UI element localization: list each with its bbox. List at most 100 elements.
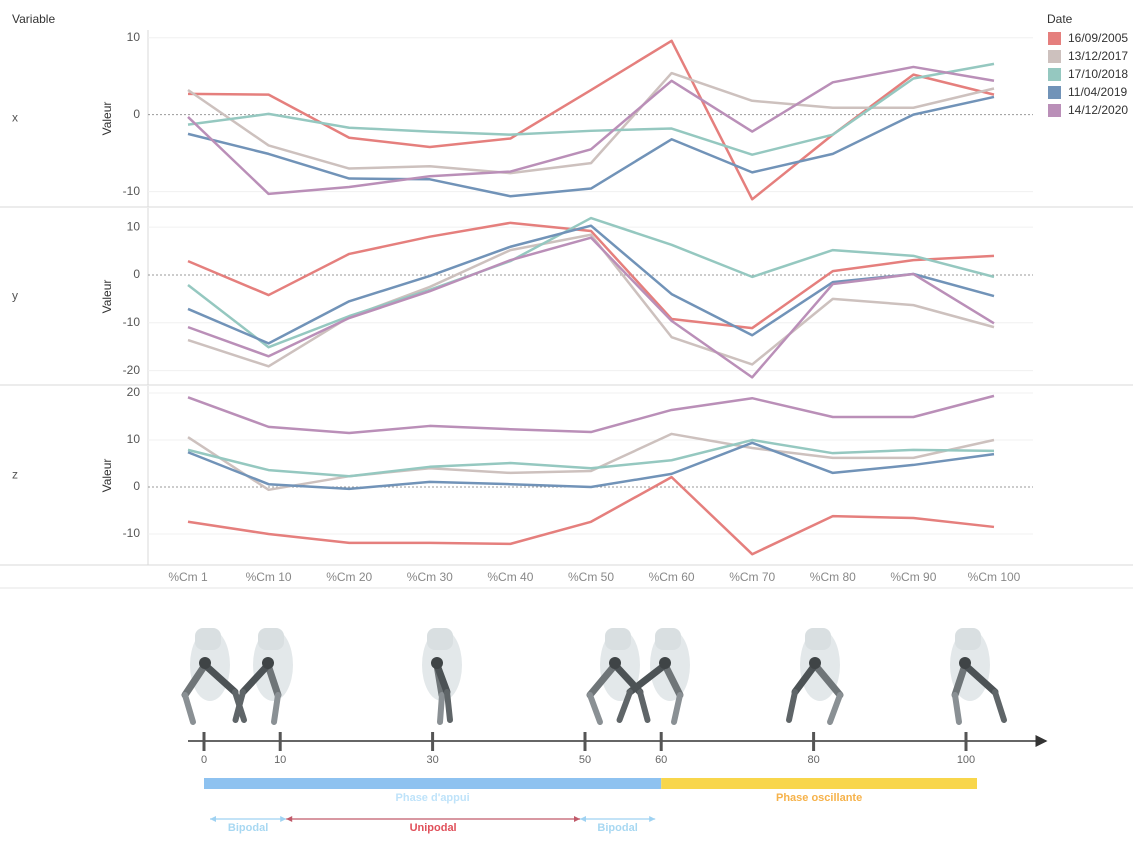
legend-swatch: [1048, 104, 1061, 117]
figure-head: [955, 628, 981, 650]
phase-label: Phase d'appui: [396, 792, 470, 804]
figure-hip: [199, 657, 211, 669]
y-tick-label: -10: [123, 315, 141, 329]
series-line: [187, 221, 995, 330]
legend-swatch: [1048, 86, 1061, 99]
series-line: [187, 95, 995, 198]
support-label: Bipodal: [597, 822, 637, 834]
x-tick-label: %Cm 70: [729, 570, 775, 584]
figure-thigh: [201, 661, 239, 696]
figure-thigh: [181, 661, 209, 699]
series-line: [187, 65, 995, 196]
x-tick-label: %Cm 80: [810, 570, 856, 584]
figure-thigh: [961, 661, 999, 696]
timeline-label: 100: [957, 754, 975, 766]
x-tick-label: %Cm 100: [968, 570, 1021, 584]
figure-head: [258, 628, 284, 650]
figure-shin: [671, 692, 683, 725]
series-line: [187, 394, 995, 435]
y-tick-label: 0: [133, 479, 140, 493]
figure-shin: [786, 689, 798, 723]
figure-thigh: [239, 661, 272, 696]
y-tick-label: -10: [123, 526, 141, 540]
figure-shin: [437, 692, 445, 725]
figure-hip: [959, 657, 971, 669]
series-line: [187, 62, 995, 156]
series-line: [187, 441, 995, 491]
figure-shin: [271, 692, 281, 725]
figure-shin: [232, 689, 246, 723]
x-tick-label: %Cm 50: [568, 570, 614, 584]
timeline-label: 10: [274, 754, 286, 766]
series-line: [187, 432, 995, 492]
legend-title: Date: [1047, 12, 1073, 26]
x-tick-label: %Cm 40: [487, 570, 533, 584]
phase-label: Phase oscillante: [776, 792, 862, 804]
figure-shin: [637, 689, 651, 723]
figure-thigh: [951, 661, 969, 699]
figure-shin: [444, 689, 453, 723]
y-axis-label: Valeur: [100, 102, 114, 136]
panel-label: z: [12, 468, 18, 482]
figure-thigh: [626, 661, 669, 696]
figure-shin: [952, 692, 962, 725]
header: Variable: [12, 12, 55, 26]
figure-shin: [992, 689, 1007, 723]
x-tick-label: %Cm 20: [326, 570, 372, 584]
y-tick-label: 0: [133, 267, 140, 281]
x-tick-label: %Cm 90: [890, 570, 936, 584]
figure-head: [427, 628, 453, 650]
x-tick-label: %Cm 60: [649, 570, 695, 584]
phase-bar: [204, 778, 662, 789]
figure-hip: [659, 657, 671, 669]
y-axis-label: Valeur: [100, 459, 114, 493]
x-tick-label: %Cm 1: [168, 570, 208, 584]
timeline-label: 0: [201, 754, 207, 766]
figure-thigh: [661, 661, 684, 699]
series-line: [187, 233, 995, 368]
timeline-label: 30: [426, 754, 438, 766]
series-line: [187, 216, 995, 349]
y-tick-label: -10: [123, 184, 141, 198]
figure-hip: [262, 657, 274, 669]
timeline-label: 80: [807, 754, 819, 766]
legend-swatch: [1048, 68, 1061, 81]
timeline-label: 50: [579, 754, 591, 766]
figure-thigh: [433, 661, 451, 696]
figure-head: [195, 628, 221, 650]
figure-shin: [827, 692, 843, 725]
gait-figures: [181, 628, 1007, 725]
legend-label: 13/12/2017: [1068, 49, 1128, 63]
y-tick-label: 10: [127, 219, 141, 233]
figure-hip: [809, 657, 821, 669]
y-tick-label: 10: [127, 432, 141, 446]
series-line: [187, 71, 995, 175]
y-tick-label: 10: [127, 30, 141, 44]
figure-hip: [609, 657, 621, 669]
series-line: [187, 236, 995, 379]
series-line: [187, 475, 995, 556]
support-label: Unipodal: [410, 822, 457, 834]
figure-head: [805, 628, 831, 650]
support-label: Bipodal: [228, 822, 268, 834]
figure-thigh: [586, 661, 619, 699]
panel-label: y: [12, 289, 18, 303]
y-tick-label: 20: [127, 385, 141, 399]
y-tick-label: -20: [123, 363, 141, 377]
figure-shin: [182, 692, 196, 725]
figure-hip: [431, 657, 443, 669]
figure-head: [605, 628, 631, 650]
timeline-label: 60: [655, 754, 667, 766]
legend-label: 14/12/2020: [1068, 103, 1128, 117]
panel-label: x: [12, 111, 18, 125]
figure-thigh: [791, 661, 819, 696]
figure-shin: [587, 692, 603, 725]
x-tick-label: %Cm 30: [407, 570, 453, 584]
figure-head: [655, 628, 681, 650]
legend-label: 16/09/2005: [1068, 31, 1128, 45]
legend-label: 11/04/2019: [1068, 85, 1127, 99]
figure-thigh: [264, 661, 282, 699]
